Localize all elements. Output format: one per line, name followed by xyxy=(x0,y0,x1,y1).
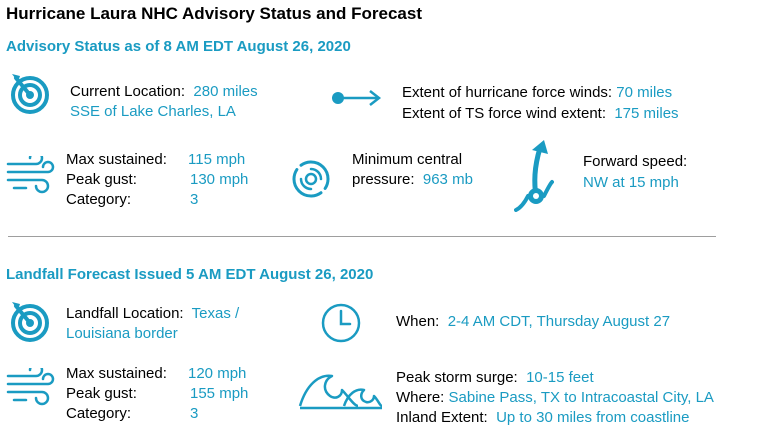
surge-label: Peak storm surge: xyxy=(396,369,518,386)
pressure-label: pressure: xyxy=(352,171,415,188)
landfall-category-label: Category: xyxy=(66,405,132,422)
wave-icon xyxy=(298,366,384,412)
peak-gust-value: 130 mph xyxy=(190,171,249,188)
target-icon xyxy=(8,298,54,344)
category-value: 3 xyxy=(190,191,199,208)
hurricane-icon xyxy=(288,156,334,202)
landfall-peak-gust-value: 155 mph xyxy=(190,385,249,402)
landfall-max-sustained: Max sustained: 120 mph xyxy=(66,364,256,384)
advisory-heading: Advisory Status as of 8 AM EDT August 26… xyxy=(6,38,351,55)
landfall-max-sustained-label: Max sustained: xyxy=(66,365,167,382)
where-label: Where: xyxy=(396,389,445,406)
landfall-inland: Inland Extent: Up to 30 miles from coast… xyxy=(396,408,690,428)
clock-icon xyxy=(320,302,362,344)
landfall-location-label: Landfall Location: xyxy=(66,305,184,322)
landfall-peak-gust-label: Peak gust: xyxy=(66,385,137,402)
inland-value: Up to 30 miles from coastline xyxy=(496,409,690,426)
max-sustained-label: Max sustained: xyxy=(66,151,167,168)
landfall-max-sustained-value: 120 mph xyxy=(188,365,247,382)
landfall-when: When: 2-4 AM CDT, Thursday August 27 xyxy=(396,312,670,332)
wind-icon xyxy=(6,156,58,196)
when-value: 2-4 AM CDT, Thursday August 27 xyxy=(447,313,671,330)
landfall-location-value-line2: Louisiana border xyxy=(66,325,178,342)
target-icon xyxy=(8,70,54,116)
landfall-peak-gust: Peak gust: 155 mph xyxy=(66,384,256,404)
hurricane-winds-value: 70 miles xyxy=(616,84,673,101)
ts-winds-extent: Extent of TS force wind extent: 175 mile… xyxy=(402,104,679,124)
section-divider xyxy=(8,236,716,237)
surge-value: 10-15 feet xyxy=(526,369,594,386)
page-title: Hurricane Laura NHC Advisory Status and … xyxy=(6,4,422,23)
advisory-pressure: pressure: 963 mb xyxy=(352,170,473,190)
landfall-location: Landfall Location: Texas / xyxy=(66,304,239,324)
location-label: Current Location: xyxy=(70,83,186,100)
landfall-category-value: 3 xyxy=(190,405,199,422)
wind-icon xyxy=(6,368,58,408)
peak-gust-label: Peak gust: xyxy=(66,171,137,188)
ts-winds-label: Extent of TS force wind extent: xyxy=(402,105,606,122)
category-label: Category: xyxy=(66,191,132,208)
forward-value: NW at 15 mph xyxy=(583,174,679,191)
advisory-peak-gust: Peak gust: 130 mph xyxy=(66,170,256,190)
landfall-where: Where: Sabine Pass, TX to Intracoastal C… xyxy=(396,388,714,408)
hurricane-winds-extent: Extent of hurricane force winds: 70 mile… xyxy=(402,83,672,103)
landfall-heading: Landfall Forecast Issued 5 AM EDT August… xyxy=(6,266,374,283)
where-value: Sabine Pass, TX to Intracoastal City, LA xyxy=(448,389,714,406)
landfall-location-value: Texas / xyxy=(191,305,240,322)
advisory-category: Category: 3 xyxy=(66,190,256,210)
max-sustained-value: 115 mph xyxy=(188,151,246,168)
forward-label: Forward speed: xyxy=(583,153,688,170)
location-value-line2: SSE of Lake Charles, LA xyxy=(70,103,236,120)
advisory-location: Current Location: 280 miles xyxy=(70,82,258,102)
hurricane-winds-label: Extent of hurricane force winds: xyxy=(402,84,613,101)
advisory-max-sustained: Max sustained: 115 mph xyxy=(66,150,256,170)
track-icon xyxy=(514,138,554,212)
pressure-label-line1: Minimum central xyxy=(352,151,463,168)
landfall-category: Category: 3 xyxy=(66,404,256,424)
arrow-icon xyxy=(330,88,384,108)
ts-winds-value: 175 miles xyxy=(614,105,679,122)
pressure-value: 963 mb xyxy=(422,171,473,188)
landfall-surge: Peak storm surge: 10-15 feet xyxy=(396,368,594,388)
location-value: 280 miles xyxy=(193,83,258,100)
when-label: When: xyxy=(396,313,440,330)
inland-label: Inland Extent: xyxy=(396,409,488,426)
